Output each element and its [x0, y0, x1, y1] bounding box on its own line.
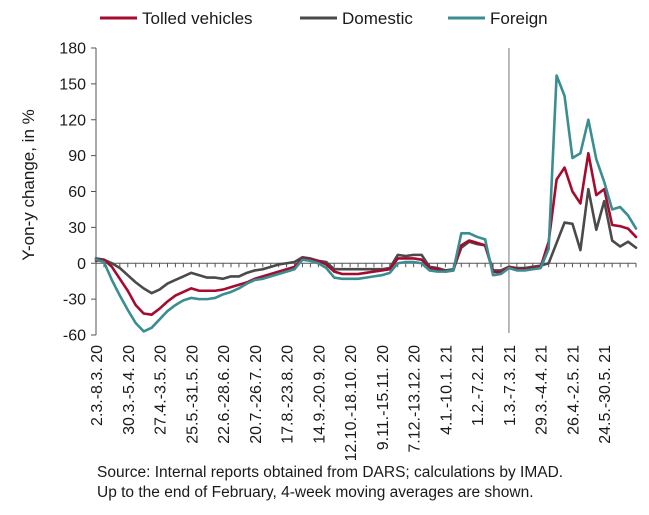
- x-tick-label: 20.7.-26.7. 20: [248, 345, 265, 444]
- x-tick-label: 24.5.-30.5. 21: [597, 345, 614, 444]
- legend: Tolled vehicles Domestic Foreign: [100, 9, 548, 28]
- x-tick-label: 9.11.-15.11. 20: [375, 345, 392, 450]
- source-line-2: Up to the end of February, 4-week moving…: [97, 484, 534, 501]
- y-tick-label: 180: [59, 41, 86, 58]
- y-axis: -60 -30 0 30 60 90 120 150 180: [59, 41, 97, 345]
- y-tick-label: 60: [68, 184, 86, 201]
- y-tick-label: 150: [59, 76, 86, 93]
- y-axis-title-group: Y-on-y change, in %: [19, 109, 38, 261]
- y-tick-label: 0: [77, 256, 86, 273]
- legend-label-domestic: Domestic: [342, 9, 413, 28]
- x-tick-label: 2.3.-8.3. 20: [89, 345, 106, 426]
- series-line-domestic: [94, 187, 638, 295]
- series-lines: [94, 74, 638, 333]
- x-tick-label: 1.3.-7.3. 21: [502, 345, 519, 426]
- legend-label-foreign: Foreign: [490, 9, 548, 28]
- legend-label-tolled-vehicles: Tolled vehicles: [142, 9, 253, 28]
- y-tick-label: -30: [63, 292, 86, 309]
- x-tick-label: 30.3.-5.4. 20: [121, 345, 138, 435]
- series-line-tolled-vehicles: [94, 151, 638, 316]
- source-line-1: Source: Internal reports obtained from D…: [97, 464, 564, 481]
- x-tick-label: 4.1.-10.1. 21: [438, 345, 455, 435]
- line-chart: Tolled vehicles Domestic Foreign Y-on-y ch…: [19, 9, 638, 460]
- series-line-foreign: [94, 74, 638, 333]
- y-tick-label: 30: [68, 220, 86, 237]
- x-tick-label: 25.5.-31.5. 20: [184, 345, 201, 444]
- x-tick-label: 14.9.-20.9. 20: [311, 345, 328, 444]
- x-tick-label: 17.8.-23.8. 20: [280, 345, 297, 444]
- x-tick-label: 7.12.-13.12. 20: [407, 345, 424, 453]
- x-tick-label: 27.4.-3.5. 20: [153, 345, 170, 435]
- y-tick-label: 120: [59, 112, 86, 129]
- x-tick-label: 26.4.-2.5. 21: [565, 345, 582, 435]
- source-note: Source: Internal reports obtained from D…: [97, 463, 645, 503]
- x-tick-label: 22.6.-28.6. 20: [216, 345, 233, 444]
- y-axis-title: Y-on-y change, in %: [19, 109, 38, 261]
- y-tick-label: -60: [63, 328, 86, 345]
- x-tick-label: 1.2.-7.2. 21: [470, 345, 487, 426]
- x-tick-label: 29.3.-4.4. 21: [534, 345, 551, 435]
- y-tick-label: 90: [68, 148, 86, 165]
- x-tick-label: 12.10.-18.10. 20: [343, 345, 360, 460]
